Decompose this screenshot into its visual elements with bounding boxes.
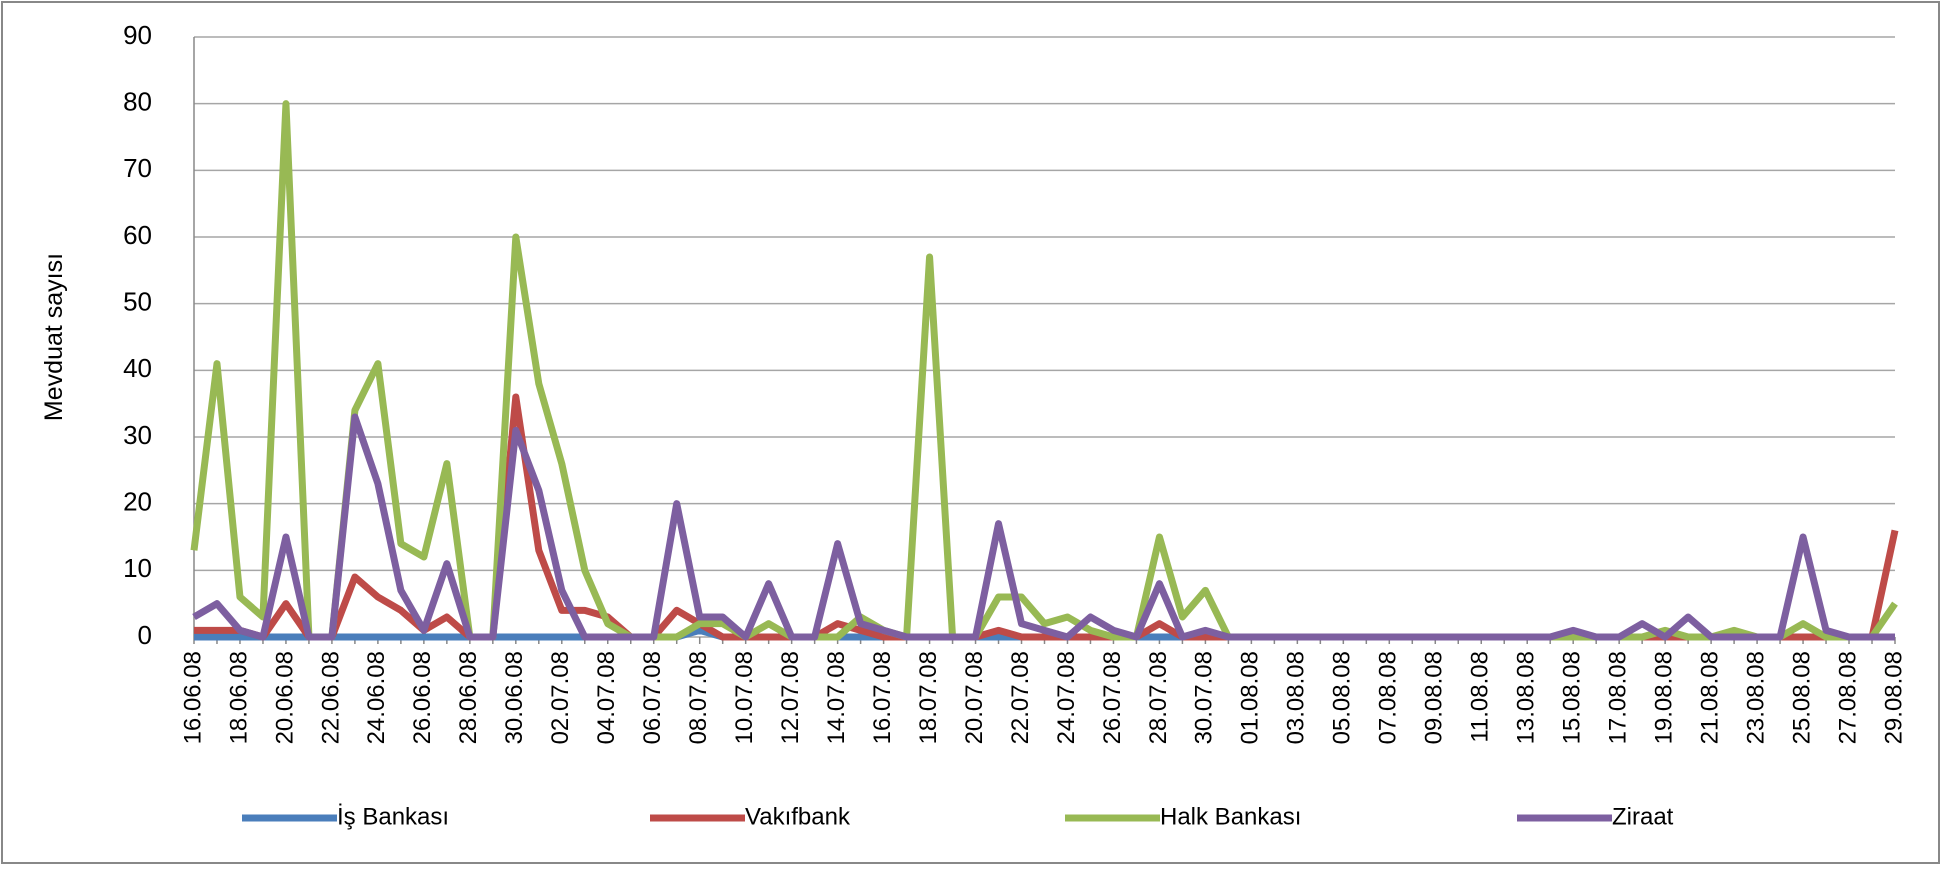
x-tick-label: 19.08.08 bbox=[1650, 651, 1677, 744]
y-tick-label: 20 bbox=[123, 487, 152, 517]
x-tick-label: 28.07.08 bbox=[1145, 651, 1172, 744]
x-tick-label: 30.06.08 bbox=[501, 651, 528, 744]
x-tick-label: 09.08.08 bbox=[1421, 651, 1448, 744]
x-tick-label: 16.07.08 bbox=[869, 651, 896, 744]
x-tick-label: 24.07.08 bbox=[1053, 651, 1080, 744]
x-tick-label: 14.07.08 bbox=[823, 651, 850, 744]
x-tick-label: 10.07.08 bbox=[731, 651, 758, 744]
x-tick-label: 20.07.08 bbox=[961, 651, 988, 744]
x-tick-label: 13.08.08 bbox=[1513, 651, 1540, 744]
x-tick-label: 24.06.08 bbox=[363, 651, 390, 744]
y-tick-label: 90 bbox=[123, 20, 152, 50]
x-tick-label: 05.08.08 bbox=[1329, 651, 1356, 744]
x-tick-label: 23.08.08 bbox=[1742, 651, 1769, 744]
series-line bbox=[192, 413, 1895, 641]
x-tick-label: 08.07.08 bbox=[685, 651, 712, 744]
x-tick-label: 26.07.08 bbox=[1099, 651, 1126, 744]
x-tick-label: 20.06.08 bbox=[271, 651, 298, 744]
y-tick-label: 30 bbox=[123, 420, 152, 450]
y-axis-title: Mevduat sayısı bbox=[40, 253, 68, 421]
x-tick-label: 18.07.08 bbox=[915, 651, 942, 744]
y-tick-label: 80 bbox=[123, 87, 152, 117]
legend-label: İş Bankası bbox=[337, 803, 449, 830]
x-tick-label: 02.07.08 bbox=[547, 651, 574, 744]
legend-label: Vakıfbank bbox=[745, 803, 851, 830]
y-tick-label: 0 bbox=[138, 620, 152, 650]
y-tick-label: 60 bbox=[123, 220, 152, 250]
x-tick-label: 03.08.08 bbox=[1283, 651, 1310, 744]
x-tick-label: 29.08.08 bbox=[1880, 651, 1907, 744]
x-tick-label: 06.07.08 bbox=[639, 651, 666, 744]
legend-label: Halk Bankası bbox=[1160, 803, 1301, 830]
x-tick-label: 01.08.08 bbox=[1237, 651, 1264, 744]
x-tick-label: 17.08.08 bbox=[1605, 651, 1632, 744]
x-tick-label: 15.08.08 bbox=[1559, 651, 1586, 744]
y-tick-label: 10 bbox=[123, 553, 152, 583]
x-tick-label: 28.06.08 bbox=[455, 651, 482, 744]
y-tick-label: 50 bbox=[123, 287, 152, 317]
x-tick-label: 16.06.08 bbox=[179, 651, 206, 744]
x-tick-label: 27.08.08 bbox=[1834, 651, 1861, 744]
x-tick-label: 21.08.08 bbox=[1696, 651, 1723, 744]
x-tick-label: 11.08.08 bbox=[1467, 651, 1494, 743]
x-tick-label: 30.07.08 bbox=[1191, 651, 1218, 744]
x-tick-label: 04.07.08 bbox=[593, 651, 620, 744]
x-tick-label: 22.07.08 bbox=[1007, 651, 1034, 744]
x-tick-label: 18.06.08 bbox=[225, 651, 252, 744]
legend-label: Ziraat bbox=[1612, 803, 1674, 830]
x-tick-label: 25.08.08 bbox=[1788, 651, 1815, 744]
x-tick-label: 26.06.08 bbox=[409, 651, 436, 744]
x-tick-label: 22.06.08 bbox=[317, 651, 344, 744]
x-tick-label: 07.08.08 bbox=[1375, 651, 1402, 744]
x-tick-label: 12.07.08 bbox=[777, 651, 804, 744]
y-tick-label: 70 bbox=[123, 153, 152, 183]
y-tick-label: 40 bbox=[123, 353, 152, 383]
